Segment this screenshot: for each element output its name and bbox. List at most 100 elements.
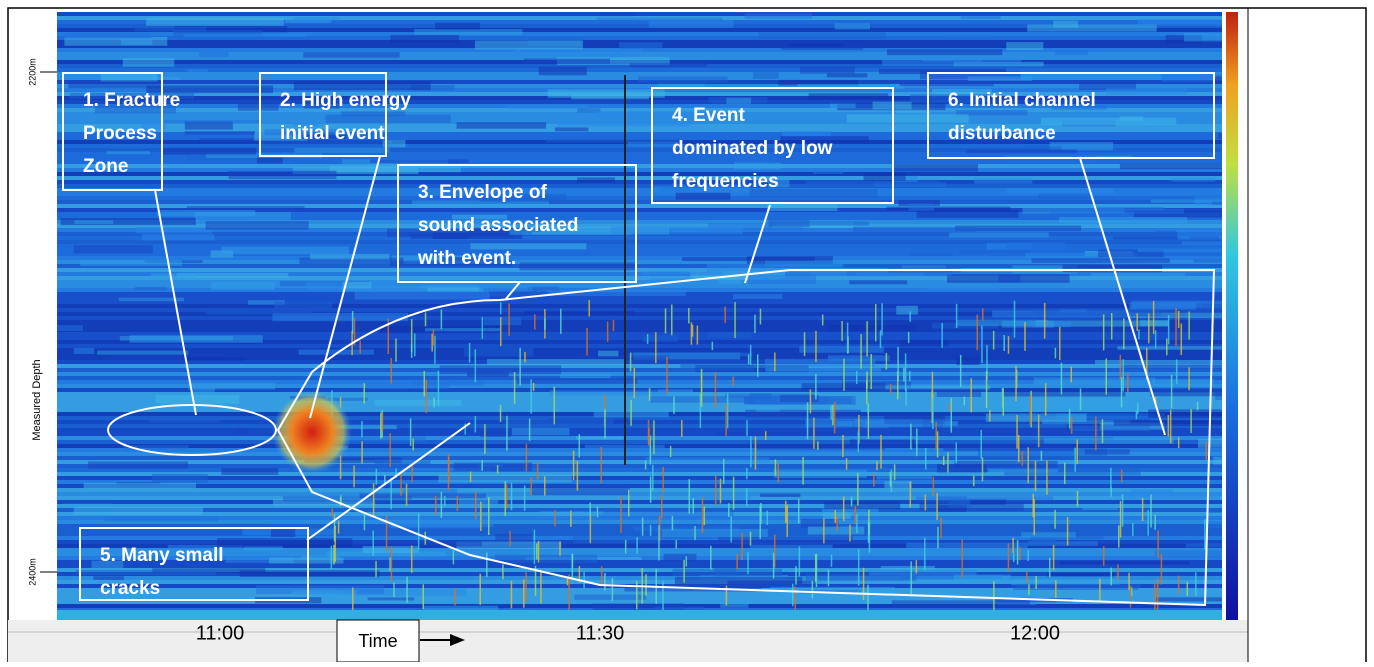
patch (176, 272, 289, 278)
streak (798, 546, 801, 577)
streak (1102, 546, 1105, 566)
streak (850, 496, 853, 507)
patch (239, 570, 380, 577)
patch (293, 81, 431, 91)
patch (1154, 549, 1222, 557)
patch (467, 371, 509, 377)
patch (956, 356, 980, 366)
streak (572, 450, 575, 481)
patch (630, 352, 753, 357)
streak (571, 553, 574, 569)
streak (505, 484, 508, 509)
patch (560, 374, 611, 379)
patch (592, 603, 685, 611)
streak (845, 458, 848, 470)
streak (749, 531, 752, 546)
streak (857, 473, 859, 506)
streak (395, 468, 397, 479)
patch (150, 76, 181, 80)
streak (532, 382, 535, 392)
annotation-text: 3. Envelope of (418, 182, 547, 203)
stripe (57, 600, 1222, 604)
patch (427, 287, 484, 293)
stripe (57, 508, 1222, 512)
patch (863, 172, 906, 181)
streak (440, 309, 443, 330)
patch (1183, 33, 1222, 42)
streak (931, 371, 934, 399)
streak (359, 340, 361, 354)
patch (595, 110, 715, 118)
patch (1038, 193, 1092, 199)
patch (523, 310, 635, 315)
streak (728, 503, 730, 517)
patch (484, 316, 522, 326)
patch (1027, 541, 1098, 546)
patch (511, 428, 570, 436)
patch (1131, 489, 1173, 494)
patch (1006, 242, 1066, 251)
streak (904, 353, 907, 391)
streak (675, 540, 677, 549)
patch (1189, 236, 1219, 242)
stripe (57, 268, 1222, 272)
streak (411, 465, 413, 482)
streak (669, 445, 672, 458)
patch (898, 200, 940, 207)
patch (438, 474, 572, 483)
streak (876, 461, 878, 471)
patch (886, 206, 1011, 211)
streak (856, 513, 858, 534)
patch (970, 498, 1006, 505)
patch (910, 252, 953, 256)
patch (134, 286, 167, 291)
streak (703, 506, 706, 526)
streak (1079, 388, 1082, 411)
streak (1043, 302, 1046, 339)
patch (303, 52, 400, 58)
streak (1016, 540, 1019, 565)
stripe (57, 272, 1222, 276)
patch (149, 418, 220, 423)
streak (1063, 462, 1066, 485)
patch (160, 147, 257, 155)
annotation-text: 6. Initial channel (948, 90, 1096, 111)
streak (696, 325, 699, 345)
stripe (57, 152, 1222, 156)
patch (1034, 309, 1161, 317)
stripe (57, 424, 1222, 428)
stripe (57, 192, 1222, 196)
streak (1110, 567, 1112, 586)
patch (717, 536, 853, 543)
streak (1120, 376, 1123, 408)
patch (1042, 419, 1131, 425)
patch (1025, 252, 1138, 258)
streak (949, 401, 951, 412)
patch (453, 462, 533, 472)
streak (440, 491, 443, 518)
streak (746, 420, 748, 436)
streak (889, 471, 892, 487)
patch (142, 233, 215, 241)
patch (507, 105, 588, 110)
streak (867, 521, 870, 543)
streak (870, 354, 872, 389)
streak (410, 344, 413, 358)
patch (765, 367, 881, 372)
streak (1160, 553, 1163, 585)
patch (516, 378, 638, 384)
streak (694, 525, 696, 541)
streak (809, 389, 812, 414)
streak (724, 306, 726, 324)
streak (409, 418, 412, 446)
patch (199, 138, 292, 143)
streak (513, 372, 516, 404)
streak (854, 506, 857, 525)
patch (527, 286, 560, 295)
streak (671, 515, 674, 531)
patch (1128, 312, 1222, 319)
patch (1062, 264, 1162, 273)
stripe (57, 296, 1222, 300)
streak (1188, 311, 1190, 340)
streak (688, 307, 690, 324)
